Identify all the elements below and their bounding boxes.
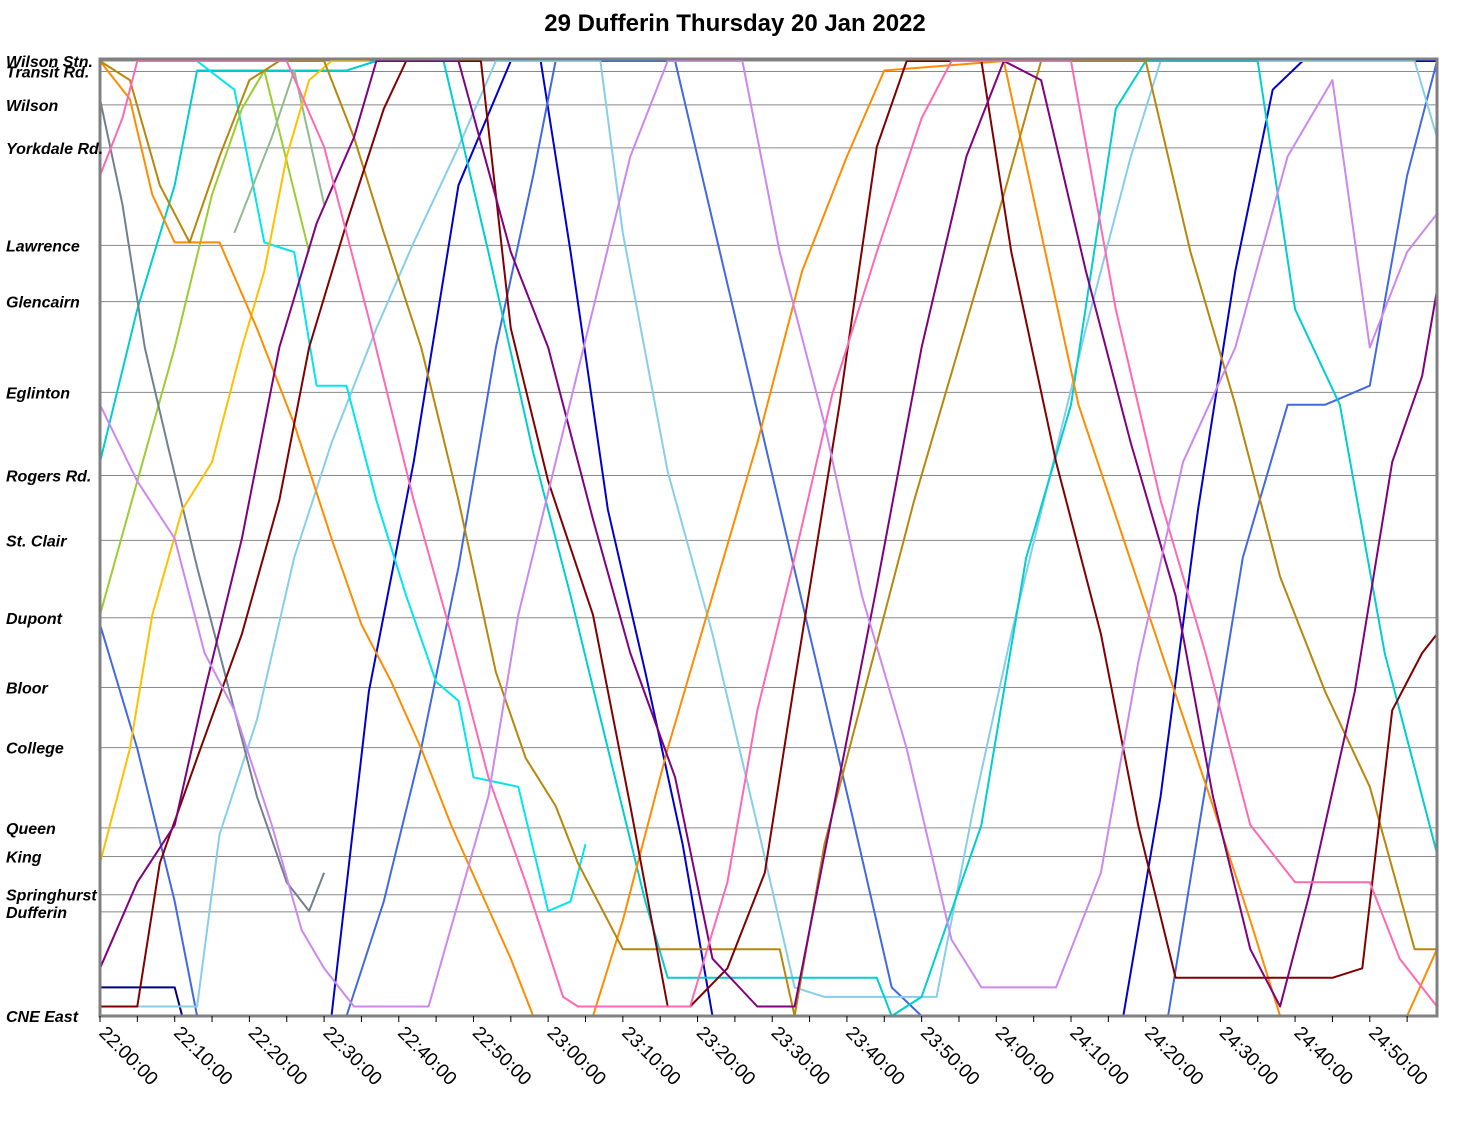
x-tick-label: 24:30:00 [1215,1023,1282,1090]
stop-label: Glencairn [6,295,80,312]
series-line [99,98,326,912]
series-line [99,60,1438,1017]
x-tick-label: 24:40:00 [1290,1023,1357,1090]
stop-label: Eglinton [6,385,70,402]
series-line [189,60,1437,1017]
x-tick-label: 22:10:00 [169,1023,236,1090]
series-lines [99,60,1438,1017]
x-tick-label: 23:40:00 [841,1023,908,1090]
x-tick-label: 24:00:00 [991,1023,1058,1090]
plot-border [98,57,1439,1018]
series-line [99,60,369,864]
stop-label: Wilson [6,98,59,115]
stop-label: St. Clair [6,533,67,550]
x-tick-label: 24:50:00 [1364,1023,1431,1090]
plot-frame [98,57,1439,1018]
x-tick-label: 23:30:00 [767,1023,834,1090]
stop-label: Dupont [6,611,63,628]
stop-label: Springhurst [6,888,97,905]
series-line [233,69,326,234]
series-line [99,60,1438,1017]
stop-label: Bloor [6,680,49,697]
x-tick-label: 22:30:00 [319,1023,386,1090]
x-tick-label: 23:10:00 [617,1023,684,1090]
stop-label: Lawrence [6,238,80,255]
series-line [100,60,1438,1008]
stop-label: King [6,850,42,867]
series-line [100,986,1124,1017]
series-line [100,60,1438,1008]
stop-labels: Wilson Stn.Transit Rd. Wilson Yorkdale Rd.… [6,54,103,1026]
x-tick-label: 24:10:00 [1065,1023,1132,1090]
chart-title: 29 Dufferin Thursday 20 Jan 2022 [544,10,926,37]
series-line [99,69,311,616]
x-axis-ticks: 22:00:00 22:10:00 22:20:00 22:30:00 22:40:00… [94,1016,1431,1090]
stop-label: Yorkdale Rd. [6,141,103,158]
series-line [196,60,587,912]
series-line [99,60,1438,1008]
stop-label: Dufferin [6,905,67,922]
stop-label: Rogers Rd. [6,468,91,485]
x-tick-label: 23:50:00 [916,1023,983,1090]
stop-label: College [6,741,64,758]
x-tick-label: 24:20:00 [1140,1023,1207,1090]
series-line [99,60,1438,1008]
stop-label: CNE East [6,1009,79,1026]
stop-label: Wilson Stn. [6,54,93,71]
series-line [99,60,1438,1017]
x-tick-label: 22:00:00 [94,1023,161,1090]
series-line [99,60,1437,1017]
x-tick-label: 23:00:00 [543,1023,610,1090]
x-tick-label: 22:20:00 [244,1023,311,1090]
x-tick-label: 22:50:00 [468,1023,535,1090]
stop-label: Queen [6,821,56,838]
series-line [99,60,1438,1008]
x-tick-label: 22:40:00 [393,1023,460,1090]
x-tick-label: 23:20:00 [692,1023,759,1090]
stop-label: Transit Rd. [6,65,89,82]
